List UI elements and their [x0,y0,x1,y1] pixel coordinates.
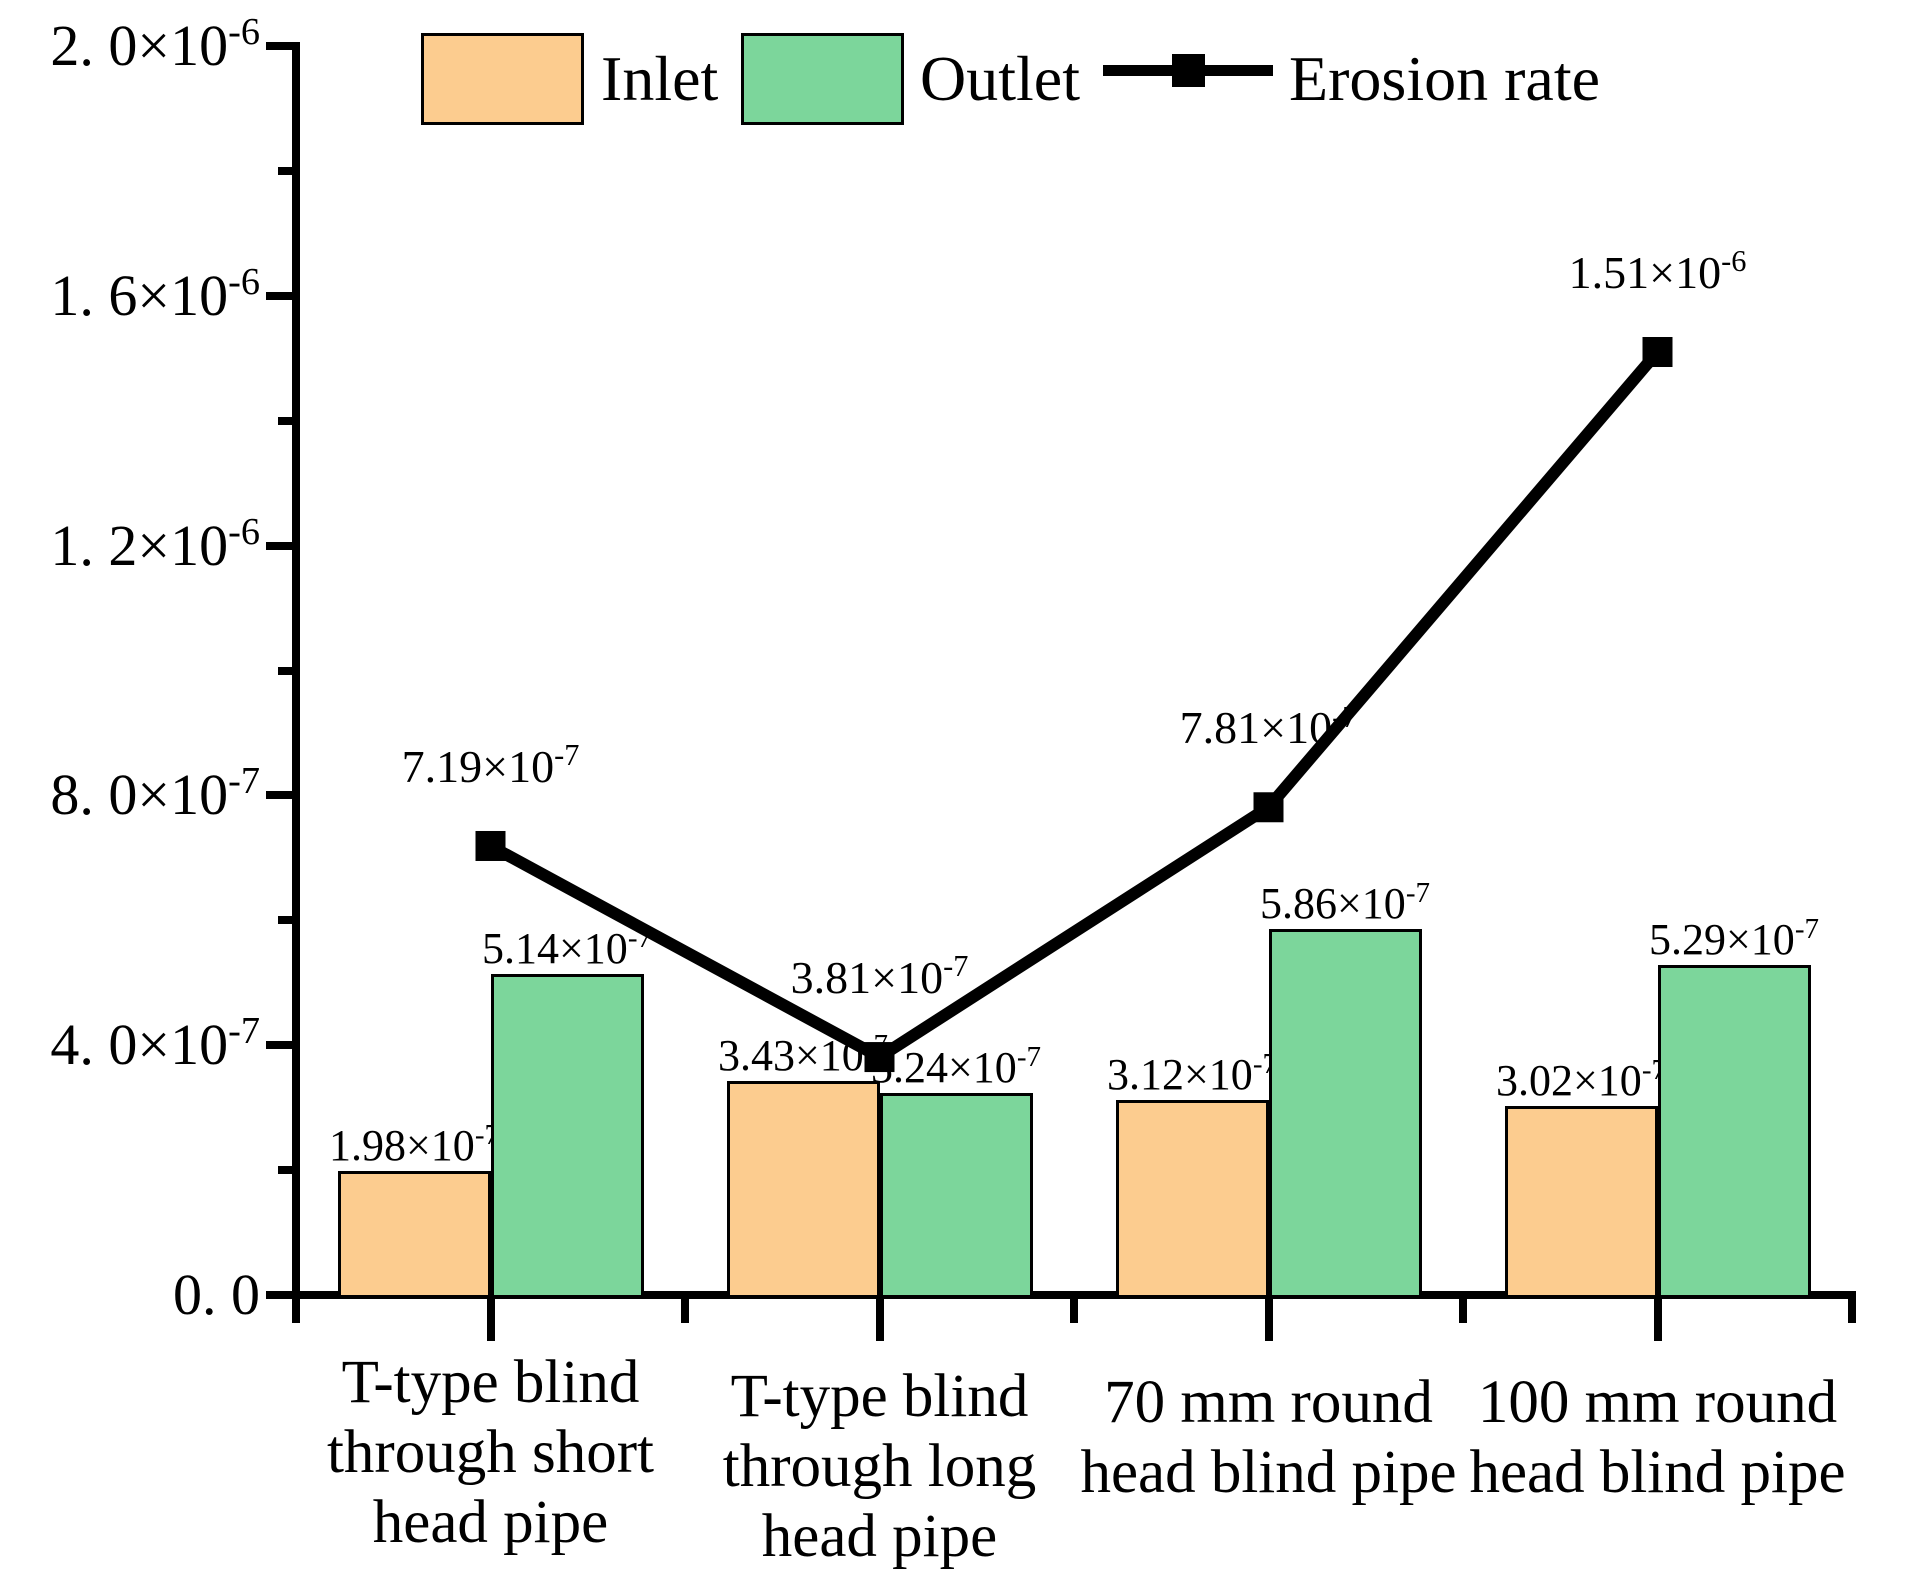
bar-outlet-3 [1657,964,1811,1298]
legend-label-erosion-rate: Erosion rate [1289,43,1600,114]
erosion-rate-marker-0 [475,830,506,861]
x-boundary-tick [1070,1299,1078,1323]
x-category-label-2: 70 mm round head blind pipe [1080,1369,1457,1506]
bar-inlet-2 [1115,1100,1269,1298]
y-tick-label: 2. 0×10-6 [50,10,260,78]
erosion-rate-value-label-2: 7.81×10-7 [1179,699,1358,754]
y-tick-label: 1. 2×10-6 [50,510,260,578]
y-tick-label: 1. 6×10-6 [50,260,260,328]
erosion-rate-value-label-0: 7.19×10-7 [401,738,580,792]
x-category-label-0: T-type blind through short head pipe [326,1349,654,1556]
bar-outlet-2 [1268,929,1422,1298]
y-minor-tick [278,416,292,425]
bar-inlet-1 [726,1080,880,1298]
erosion-rate-value-label-3: 1.51×10-6 [1568,244,1747,298]
x-category-label-3: 100 mm round head blind pipe [1469,1369,1846,1506]
x-boundary-tick [1459,1299,1467,1323]
x-boundary-tick [681,1299,689,1323]
x-boundary-tick [292,1299,300,1323]
x-center-tick [875,1299,884,1341]
y-minor-tick [278,1166,292,1175]
bar-outlet-0 [490,974,644,1298]
y-minor-tick [278,916,292,925]
x-category-label-1: T-type blind through long head pipe [722,1363,1037,1570]
erosion-rate-value-label-1: 3.81×10-7 [790,949,969,1004]
y-tick-label: 8. 0×10-7 [50,760,260,828]
legend-square-marker-icon [1172,54,1205,87]
bar-value-label-outlet-3: 5.29×10-7 [1648,912,1819,964]
x-center-tick [1264,1299,1273,1341]
x-axis [292,1291,1856,1299]
bar-value-label-outlet-2: 5.86×10-7 [1259,877,1430,929]
erosion-rate-marker-2 [1253,792,1284,823]
bar-inlet-0 [337,1171,491,1298]
erosion-rate-marker-3 [1642,337,1673,368]
y-major-tick [266,42,292,50]
y-major-tick [266,1041,292,1050]
x-center-tick [486,1299,495,1341]
y-minor-tick [278,166,292,175]
bar-value-label-outlet-1: 3.24×10-7 [870,1040,1041,1092]
bar-outlet-1 [879,1092,1033,1298]
y-tick-label: 0. 0 [173,1262,260,1327]
y-major-tick [266,791,292,800]
legend-swatch-inlet [421,33,584,125]
y-tick-label: 4. 0×10-7 [50,1010,260,1078]
y-axis [292,42,300,1303]
y-major-tick [266,1291,292,1299]
bar-inlet-3 [1504,1106,1658,1298]
y-minor-tick [278,666,292,675]
legend-swatch-outlet [741,33,904,125]
y-major-tick [266,541,292,550]
x-center-tick [1653,1299,1662,1341]
x-boundary-tick [1848,1299,1856,1323]
legend-label-inlet: Inlet [601,43,719,114]
legend-label-outlet: Outlet [920,43,1080,114]
y-major-tick [266,291,292,300]
